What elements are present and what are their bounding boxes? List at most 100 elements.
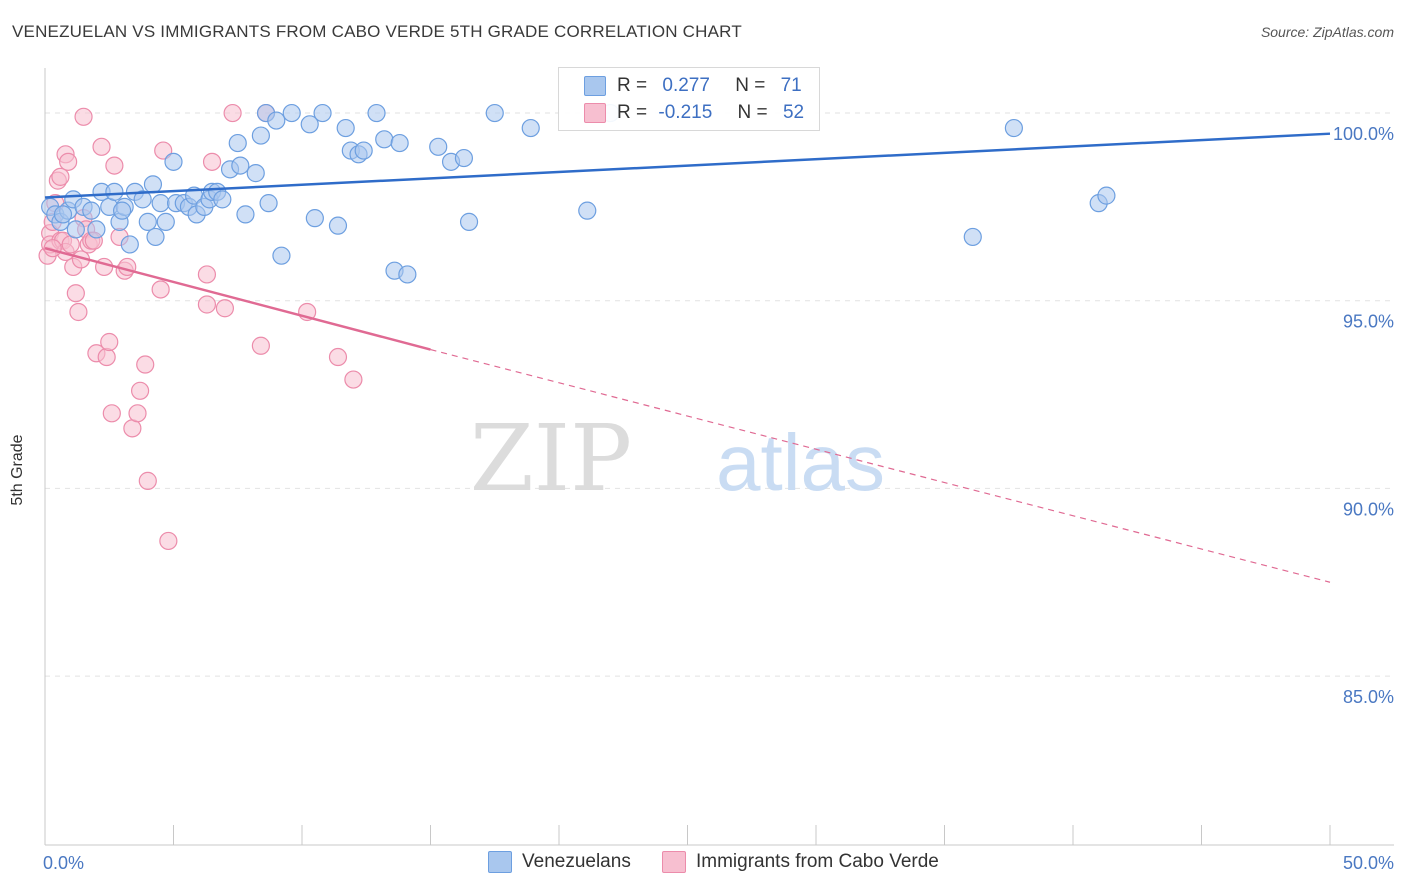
legend-n-value: 52 <box>782 102 805 123</box>
point-venezuelans <box>236 205 255 224</box>
point-cabo-verde <box>102 404 121 423</box>
legend-label-cabo-verde: Immigrants from Cabo Verde <box>696 851 939 872</box>
trend-line-cabo-verde-extension <box>430 348 1331 583</box>
point-cabo-verde <box>251 336 270 355</box>
watermark-atlas: atlas <box>716 418 885 507</box>
point-venezuelans <box>1097 186 1116 205</box>
correlation-legend: R = 0.277 N = 71 R = -0.215 N = 52 <box>558 67 820 131</box>
point-venezuelans <box>300 115 319 134</box>
point-cabo-verde <box>328 347 348 367</box>
watermark-zip: ZIP <box>470 405 632 512</box>
legend-n-value: 71 <box>780 75 802 96</box>
point-cabo-verde <box>59 152 78 171</box>
point-cabo-verde <box>202 152 222 171</box>
series-legend: Venezuelans Immigrants from Cabo Verde <box>0 851 1406 877</box>
tick-labels: 100.0% 95.0% 90.0% 85.0% 0.0% 50.0% <box>43 124 1394 873</box>
point-cabo-verde <box>51 167 70 186</box>
point-venezuelans <box>213 190 232 209</box>
point-cabo-verde <box>215 299 234 318</box>
point-cabo-verde <box>105 156 124 175</box>
legend-n-label: N = <box>735 75 766 96</box>
trend-lines <box>44 132 1331 583</box>
point-cabo-verde <box>92 137 111 156</box>
point-venezuelans <box>120 235 139 254</box>
point-cabo-verde <box>197 265 217 284</box>
point-cabo-verde <box>154 141 173 160</box>
point-venezuelans <box>164 152 183 171</box>
point-venezuelans <box>390 133 409 153</box>
point-cabo-verde <box>74 107 93 126</box>
point-cabo-verde <box>151 280 170 299</box>
trend-line-cabo-verde <box>44 246 431 351</box>
point-venezuelans <box>375 130 394 149</box>
legend-swatch-venezuelans <box>488 851 512 873</box>
point-venezuelans <box>1004 118 1023 138</box>
point-venezuelans <box>459 212 479 231</box>
point-venezuelans <box>354 141 373 160</box>
point-venezuelans <box>336 118 355 138</box>
point-cabo-verde <box>136 355 155 374</box>
legend-n-label: N = <box>737 102 768 123</box>
x-tick-label: 0.0% <box>43 853 84 873</box>
point-venezuelans <box>143 175 163 194</box>
point-venezuelans <box>267 111 286 130</box>
trend-line-venezuelans <box>44 132 1331 199</box>
point-cabo-verde <box>61 235 80 254</box>
legend-swatch-cabo-verde <box>662 851 686 873</box>
point-venezuelans <box>305 209 324 228</box>
chart-title: VENEZUELAN VS IMMIGRANTS FROM CABO VERDE… <box>12 22 742 41</box>
point-venezuelans <box>138 212 157 231</box>
point-venezuelans <box>521 118 540 138</box>
point-cabo-verde <box>223 103 242 123</box>
point-venezuelans <box>282 103 301 123</box>
legend-item-venezuelans: Venezuelans <box>488 851 631 873</box>
point-venezuelans <box>105 182 124 201</box>
point-venezuelans <box>454 148 474 168</box>
point-cabo-verde <box>138 471 157 490</box>
point-cabo-verde <box>197 295 217 314</box>
point-venezuelans <box>133 190 152 209</box>
y-tick-label: 95.0% <box>1343 312 1394 332</box>
point-venezuelans <box>66 220 85 239</box>
point-cabo-verde <box>123 419 142 438</box>
point-cabo-verde <box>97 347 116 367</box>
legend-item-cabo-verde: Immigrants from Cabo Verde <box>662 851 939 873</box>
point-venezuelans <box>151 194 170 213</box>
point-venezuelans <box>328 216 348 235</box>
legend-swatch-blue <box>584 76 606 96</box>
point-venezuelans <box>156 212 175 231</box>
point-venezuelans <box>429 137 448 156</box>
point-venezuelans <box>246 164 265 183</box>
point-cabo-verde <box>159 531 178 551</box>
point-cabo-verde <box>66 284 85 303</box>
y-tick-label: 90.0% <box>1343 499 1394 519</box>
axes <box>44 68 1394 846</box>
point-venezuelans <box>112 201 132 220</box>
legend-label-venezuelans: Venezuelans <box>522 851 631 872</box>
grid-lines <box>45 112 1394 677</box>
series-venezuelans-points <box>41 103 1116 284</box>
legend-swatch-pink <box>584 103 606 123</box>
point-cabo-verde <box>130 381 150 400</box>
point-venezuelans <box>251 126 270 145</box>
point-venezuelans <box>963 227 982 247</box>
point-venezuelans <box>82 201 101 220</box>
watermark: ZIP atlas <box>470 405 885 512</box>
point-venezuelans <box>87 220 106 239</box>
point-cabo-verde <box>69 302 88 322</box>
point-venezuelans <box>313 103 332 123</box>
legend-r-label: R = <box>617 75 648 96</box>
legend-r-value: -0.215 <box>658 102 713 123</box>
source-label: Source: ZipAtlas.com <box>1260 24 1394 40</box>
point-venezuelans <box>578 201 597 220</box>
point-venezuelans <box>259 194 278 213</box>
x-tick-label: 50.0% <box>1343 853 1394 873</box>
point-venezuelans <box>272 246 291 265</box>
point-cabo-verde <box>344 370 363 389</box>
point-venezuelans <box>367 103 386 123</box>
legend-r-value: 0.277 <box>662 75 710 96</box>
point-venezuelans <box>228 133 247 153</box>
point-cabo-verde <box>100 332 119 352</box>
y-tick-label: 100.0% <box>1333 124 1394 144</box>
